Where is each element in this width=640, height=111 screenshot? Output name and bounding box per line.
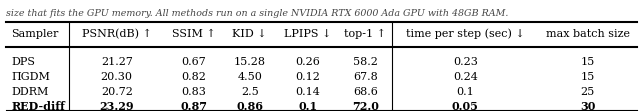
Text: 20.30: 20.30: [100, 72, 132, 82]
Text: 0.86: 0.86: [236, 101, 263, 111]
Text: 0.67: 0.67: [181, 57, 206, 67]
Text: 30: 30: [580, 101, 595, 111]
Text: PSNR(dB) ↑: PSNR(dB) ↑: [82, 29, 152, 39]
Text: 0.87: 0.87: [180, 101, 207, 111]
Text: 0.05: 0.05: [452, 101, 479, 111]
Text: 0.23: 0.23: [452, 57, 477, 67]
Text: 25: 25: [580, 87, 595, 97]
Text: 67.8: 67.8: [353, 72, 378, 82]
Text: top-1 ↑: top-1 ↑: [344, 29, 387, 39]
Text: 0.83: 0.83: [181, 87, 206, 97]
Text: SSIM ↑: SSIM ↑: [172, 29, 216, 39]
Text: KID ↓: KID ↓: [232, 29, 267, 39]
Text: max batch size: max batch size: [546, 29, 630, 39]
Text: 0.1: 0.1: [298, 101, 317, 111]
Text: time per step (sec) ↓: time per step (sec) ↓: [406, 29, 525, 39]
Text: 0.12: 0.12: [295, 72, 320, 82]
Text: 0.1: 0.1: [456, 87, 474, 97]
Text: DPS: DPS: [12, 57, 36, 67]
Text: 2.5: 2.5: [241, 87, 259, 97]
Text: 15: 15: [580, 57, 595, 67]
Text: 0.24: 0.24: [452, 72, 477, 82]
Text: 0.26: 0.26: [295, 57, 320, 67]
Text: 0.14: 0.14: [295, 87, 320, 97]
Text: 21.27: 21.27: [100, 57, 132, 67]
Text: size that fits the GPU memory. All methods run on a single NVIDIA RTX 6000 Ada G: size that fits the GPU memory. All metho…: [6, 9, 509, 18]
Text: RED-diff: RED-diff: [12, 101, 65, 111]
Text: 20.72: 20.72: [100, 87, 132, 97]
Text: 23.29: 23.29: [99, 101, 134, 111]
Text: LPIPS ↓: LPIPS ↓: [284, 29, 332, 39]
Text: Sampler: Sampler: [12, 29, 59, 39]
Text: DDRM: DDRM: [12, 87, 49, 97]
Text: 68.6: 68.6: [353, 87, 378, 97]
Text: 58.2: 58.2: [353, 57, 378, 67]
Text: 72.0: 72.0: [352, 101, 379, 111]
Text: ΠGDM: ΠGDM: [12, 72, 51, 82]
Text: 0.82: 0.82: [181, 72, 206, 82]
Text: 15.28: 15.28: [234, 57, 266, 67]
Text: 4.50: 4.50: [237, 72, 262, 82]
Text: 15: 15: [580, 72, 595, 82]
